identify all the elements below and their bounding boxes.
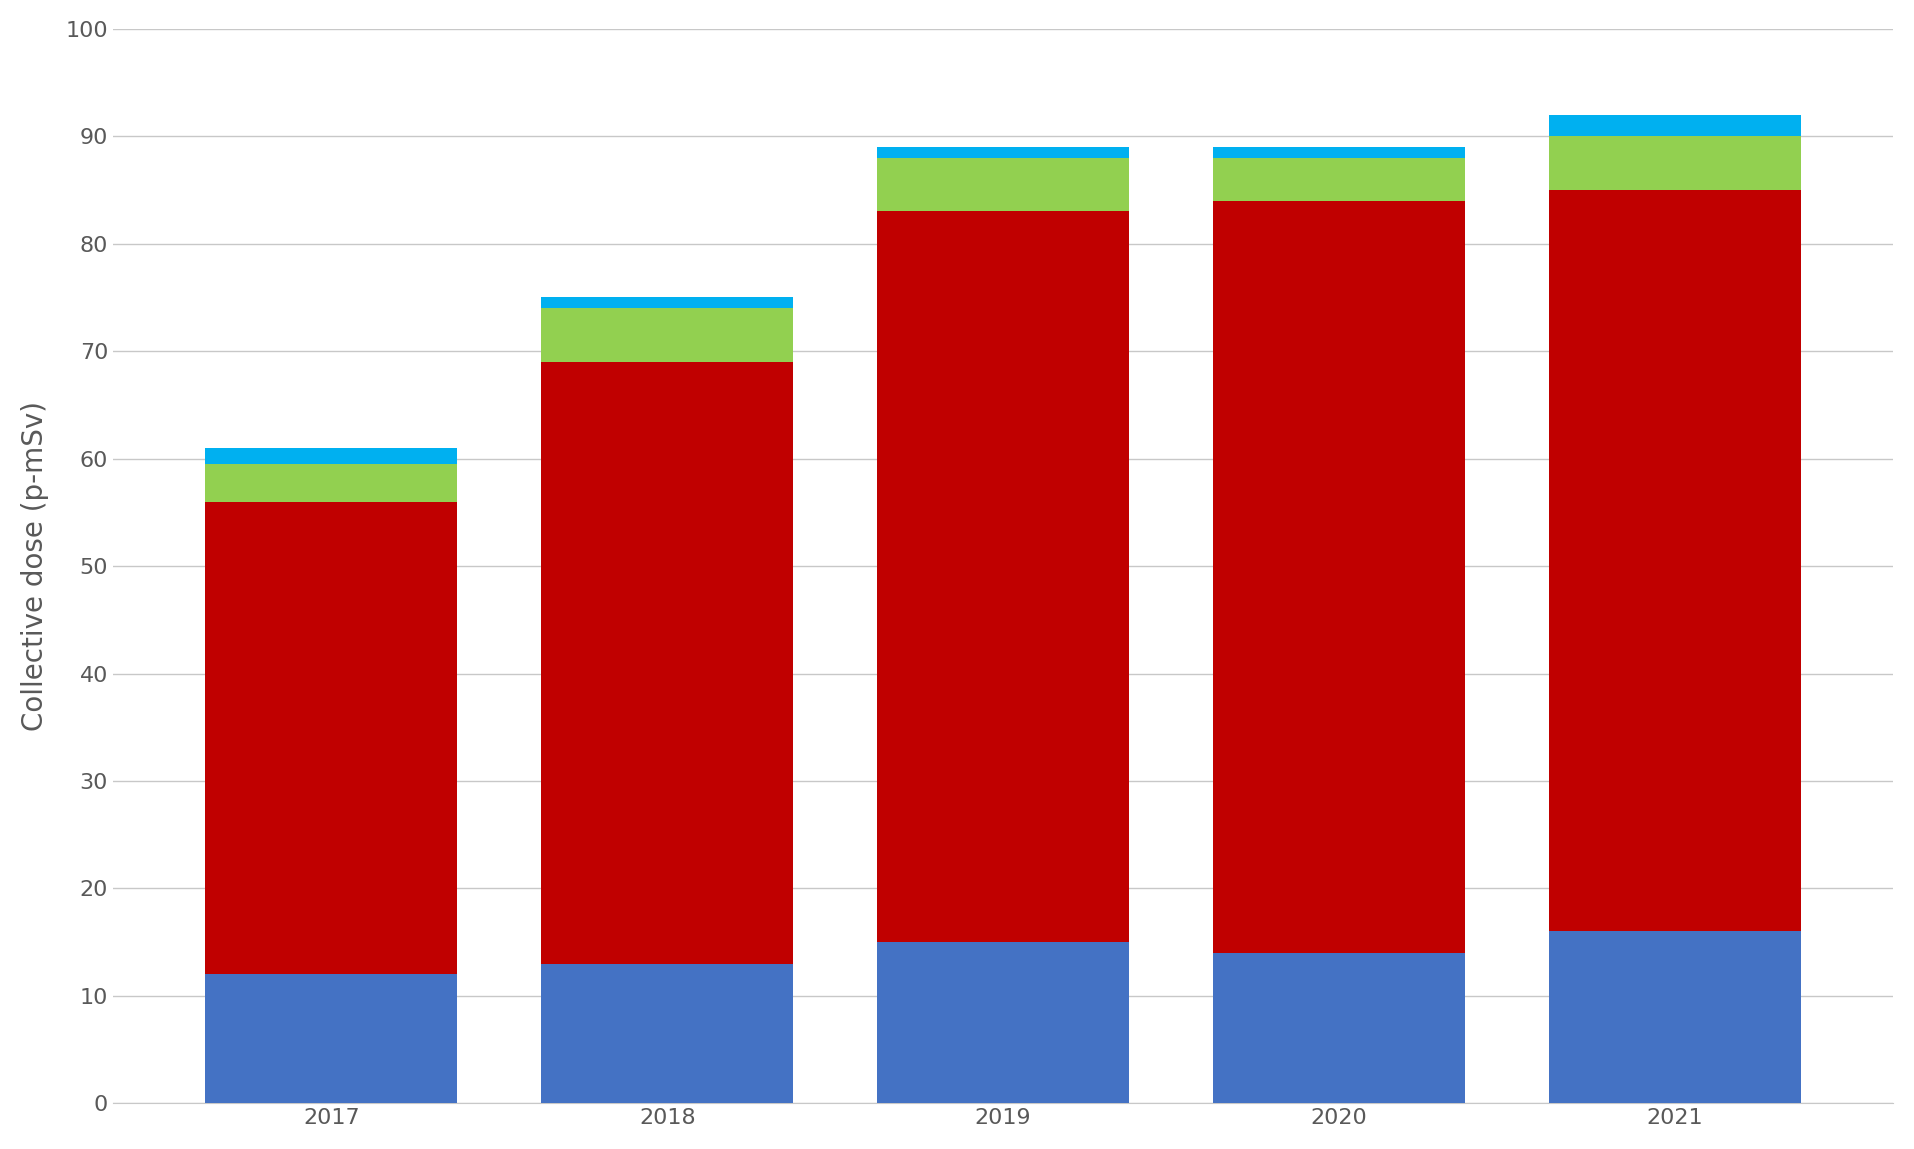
Bar (205, 974, 457, 1103)
Bar (542, 298, 792, 308)
Bar (1548, 137, 1801, 190)
Bar (542, 362, 792, 964)
Bar (1548, 190, 1801, 932)
Bar (1548, 115, 1801, 137)
Bar (877, 942, 1129, 1103)
Bar (1213, 157, 1464, 201)
Bar (877, 157, 1129, 211)
Bar (877, 211, 1129, 942)
Bar (1213, 147, 1464, 157)
Bar (1213, 953, 1464, 1103)
Y-axis label: Collective dose (p-mSv): Collective dose (p-mSv) (21, 401, 50, 731)
Bar (542, 308, 792, 362)
Bar (205, 502, 457, 974)
Bar (877, 147, 1129, 157)
Bar (542, 964, 792, 1103)
Bar (1213, 201, 1464, 953)
Bar (1548, 932, 1801, 1103)
Bar (205, 464, 457, 502)
Bar (205, 448, 457, 464)
